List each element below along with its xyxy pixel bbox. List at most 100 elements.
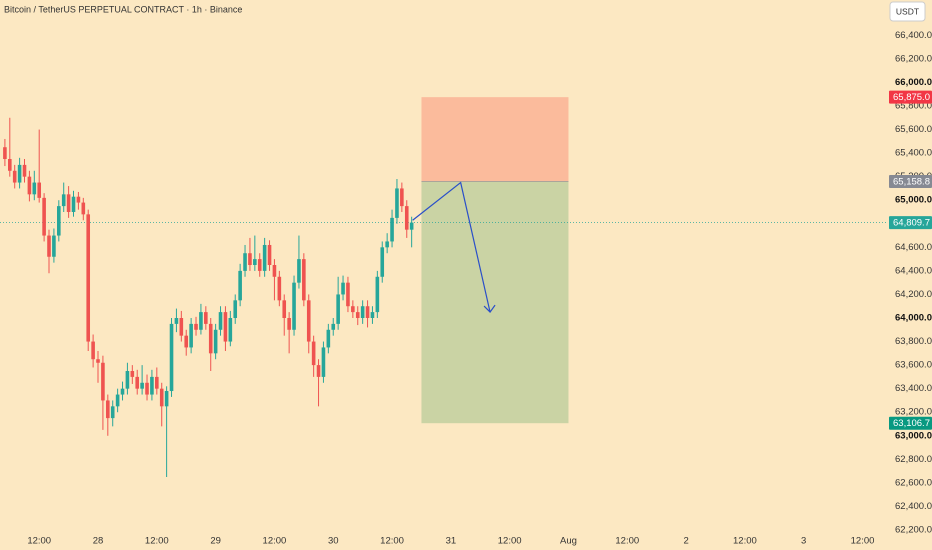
- candle-body: [140, 382, 144, 389]
- y-tick-label: 63,800.0: [895, 336, 932, 347]
- candle-body: [96, 359, 100, 363]
- candle-body: [365, 306, 370, 318]
- x-tick-label: 31: [446, 536, 457, 547]
- candle-body: [164, 391, 169, 407]
- candle-body: [81, 202, 86, 215]
- candle-body: [71, 196, 76, 212]
- candle-body: [76, 196, 81, 203]
- candle-body: [395, 188, 399, 218]
- candle-body: [155, 376, 159, 389]
- candle-body: [287, 318, 291, 330]
- y-tick-label: 62,600.0: [895, 477, 932, 488]
- x-tick-label: 29: [210, 536, 221, 547]
- plot-area: [0, 97, 888, 477]
- candle-body: [130, 371, 135, 377]
- y-tick-label: 63,200.0: [895, 407, 932, 418]
- candle-body: [292, 282, 296, 330]
- candle-body: [321, 347, 326, 377]
- candle-body: [253, 259, 257, 265]
- candle-body: [169, 323, 174, 392]
- candle-body: [42, 197, 46, 236]
- candle-body: [355, 312, 360, 318]
- candle-body: [208, 323, 213, 354]
- candle-body: [125, 371, 130, 389]
- arrow-head: [483, 304, 496, 314]
- candle-body: [179, 318, 184, 336]
- candle-body: [101, 362, 105, 401]
- candle-body: [282, 300, 287, 318]
- candle-body: [257, 259, 262, 271]
- candle-body: [106, 400, 110, 419]
- y-tick-label: 62,800.0: [895, 454, 932, 465]
- currency-button[interactable]: [889, 1, 926, 22]
- x-tick-label: 12:00: [27, 536, 51, 547]
- candle-body: [385, 241, 389, 248]
- candle-body: [238, 270, 242, 301]
- x-tick-label: 12:00: [145, 536, 169, 547]
- candle-body: [218, 312, 223, 330]
- y-tick-label: 65,800.0: [895, 101, 932, 112]
- candle-body: [243, 253, 247, 271]
- candle-body: [120, 388, 125, 395]
- candle-body: [341, 282, 345, 295]
- candle-body: [375, 276, 380, 313]
- y-tick-label: 64,000.0: [895, 313, 932, 324]
- candle-body: [91, 341, 95, 360]
- candle-body: [228, 318, 233, 342]
- x-tick-label: 12:00: [615, 536, 639, 547]
- candle-body: [174, 318, 179, 324]
- candle-body: [27, 176, 32, 195]
- candle-body: [189, 323, 193, 348]
- candle-body: [346, 282, 350, 307]
- x-tick-label: 3: [801, 536, 806, 547]
- candle-body: [213, 329, 218, 354]
- y-tick-label: 63,600.0: [895, 360, 932, 371]
- candle-body: [57, 206, 61, 236]
- x-tick-label: 28: [93, 536, 104, 547]
- y-tick-label: 66,400.0: [895, 30, 932, 41]
- y-tick-label: 62,200.0: [895, 525, 932, 536]
- price-label-box: [889, 90, 932, 104]
- candle-body: [184, 335, 189, 348]
- currency-button-label[interactable]: USDT: [896, 6, 919, 16]
- candle-body: [370, 312, 375, 318]
- y-tick-label: 66,200.0: [895, 53, 932, 64]
- candle-body: [360, 306, 365, 318]
- candle-body: [22, 164, 27, 177]
- candle-body: [12, 170, 17, 183]
- y-tick-label: 64,400.0: [895, 265, 932, 276]
- candle-body: [52, 235, 56, 257]
- candle-body: [47, 235, 51, 257]
- price-label: 65,158.8: [893, 177, 930, 188]
- chart-title: Bitcoin / TetherUS PERPETUAL CONTRACT · …: [4, 4, 242, 14]
- candle-body: [8, 159, 12, 171]
- candle-body: [302, 259, 306, 301]
- candle-body: [390, 217, 394, 242]
- candle-body: [404, 206, 409, 230]
- y-tick-label: 65,400.0: [895, 148, 932, 159]
- candle-body: [248, 253, 252, 265]
- price-label: 65,875.0: [893, 92, 930, 103]
- candle-body: [159, 388, 164, 407]
- x-tick-label: 12:00: [498, 536, 522, 547]
- price-label-box: [889, 416, 932, 430]
- candle-body: [277, 276, 282, 301]
- candle-body: [351, 306, 355, 313]
- candle-body: [61, 194, 66, 207]
- y-tick-label: 65,000.0: [895, 195, 932, 206]
- price-label: 63,106.7: [893, 418, 930, 429]
- candle-body: [326, 329, 331, 348]
- x-tick-label: 2: [683, 536, 688, 547]
- candle-body: [145, 382, 149, 395]
- candle-body: [223, 312, 228, 342]
- candle-body: [194, 323, 198, 330]
- candle-body: [204, 312, 208, 324]
- price-label-box: [889, 216, 932, 230]
- candle-body: [3, 147, 7, 159]
- target-zone: [421, 181, 569, 424]
- candle-body: [199, 312, 203, 330]
- candle-body: [311, 341, 316, 366]
- candle-body: [66, 194, 71, 212]
